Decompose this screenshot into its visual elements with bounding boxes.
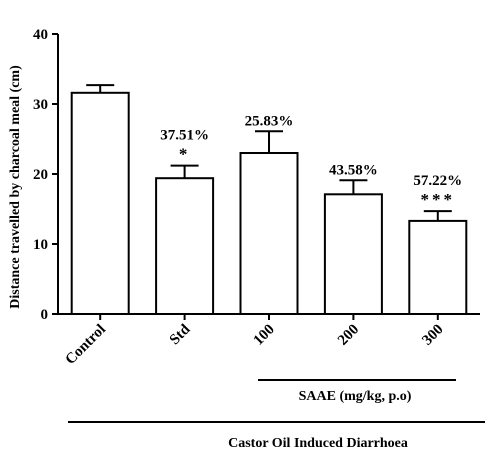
x-tick-label: Control — [63, 322, 109, 368]
group-label: SAAE (mg/kg, p.o) — [299, 389, 412, 404]
bar — [239, 152, 299, 315]
x-tick-label: 300 — [419, 322, 446, 349]
significance-marker: *** — [421, 190, 456, 209]
bar — [155, 177, 215, 315]
percent-annotation: 25.83% — [245, 113, 294, 129]
x-tick-label: 200 — [335, 322, 362, 349]
y-tick-label: 40 — [33, 27, 48, 43]
bar — [70, 91, 130, 315]
percent-annotation: 43.58% — [329, 162, 378, 178]
percent-annotation: 37.51% — [160, 128, 209, 144]
y-tick-label: 10 — [33, 237, 48, 253]
x-axis-label: Castor Oil Induced Diarrhoea — [228, 436, 408, 451]
percent-annotation: 57.22% — [413, 173, 462, 189]
y-tick-label: 30 — [33, 97, 48, 113]
x-tick-label: Std — [167, 321, 194, 348]
significance-marker: * — [179, 145, 191, 164]
x-tick-label: 100 — [251, 322, 278, 349]
y-tick-label: 20 — [33, 167, 48, 183]
bars — [70, 84, 468, 315]
y-axis-label: Distance travelled by charcoal meal (cm) — [8, 65, 23, 309]
y-tick-label: 0 — [41, 307, 49, 323]
bar — [323, 193, 383, 315]
bar — [408, 219, 468, 315]
